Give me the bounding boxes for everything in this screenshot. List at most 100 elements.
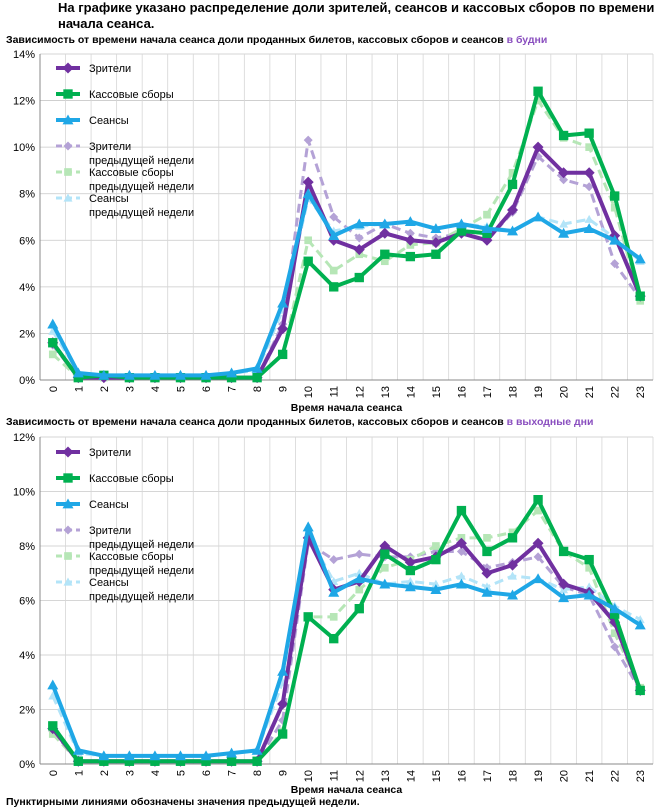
weekend-box_office-point — [610, 609, 620, 619]
weekend-legend-marker-sessions — [62, 498, 74, 509]
weekend-sessions_prev-point — [508, 571, 518, 580]
weekday-sessions-point — [430, 223, 442, 234]
weekend-legend-label-line: Кассовые сборы — [89, 551, 174, 563]
weekday-viewers_prev-point — [405, 228, 415, 238]
weekday-viewers_prev-point — [584, 182, 594, 192]
weekday-x-tick-label: 4 — [150, 386, 162, 392]
weekday-viewers-point — [302, 176, 314, 188]
weekday-box_office_prev-point — [508, 168, 517, 177]
weekend-box_office-point — [507, 533, 518, 543]
weekday-sessions-point — [404, 216, 416, 227]
weekday-box_office-point — [226, 372, 237, 383]
weekday-box_office-point — [252, 372, 262, 383]
weekday-chart-title-prefix: Зависимость от времени начала сеанса дол… — [6, 34, 504, 46]
weekend-y-tick-label: 6% — [19, 596, 35, 608]
weekday-x-tick-label: 11 — [329, 386, 341, 397]
weekend-sessions-point — [455, 578, 467, 589]
weekend-x-tick-label: 14 — [405, 770, 417, 782]
weekday-x-tick-label: 13 — [380, 386, 392, 398]
weekend-sessions-point — [609, 603, 621, 614]
weekday-sessions-point — [609, 234, 621, 245]
weekday-sessions-point — [277, 297, 289, 308]
weekday-box_office-point — [507, 179, 518, 190]
weekday-x-tick-label: 20 — [559, 386, 571, 398]
weekday-x-tick-label: 3 — [124, 386, 136, 392]
weekday-sessions-point — [507, 225, 519, 236]
weekend-sessions-point — [98, 750, 110, 761]
weekday-viewers-point — [430, 237, 442, 249]
weekday-x-tick-label: 8 — [252, 386, 264, 392]
weekday-legend: Зрители Кассовые сборы Сеансы Зрители предыд… — [56, 62, 194, 219]
weekday-viewers_prev-point — [354, 233, 364, 243]
weekend-sessions-point — [379, 578, 391, 589]
weekend-sessions_prev-point — [48, 691, 58, 700]
weekend-sessions-point — [404, 581, 416, 592]
weekday-legend-label-sessions_prev: Сеансы предыдущей недели — [89, 193, 194, 219]
weekday-chart-title-accent: в будни — [506, 34, 548, 46]
weekday-viewers-point — [277, 323, 289, 335]
weekday-sessions_prev-point — [559, 219, 569, 228]
weekday-y-tick-label: 12% — [13, 96, 35, 108]
weekend-sessions_prev-point — [584, 582, 594, 591]
weekday-x-tick-label: 23 — [635, 386, 647, 398]
weekday-box_office-point — [73, 372, 83, 383]
weekday-x-tick-label: 17 — [482, 386, 494, 398]
weekend-sessions_prev-point — [405, 576, 415, 586]
weekday-box_office-point — [354, 272, 364, 283]
weekday-legend-label-sessions: Сеансы — [89, 115, 129, 127]
weekday-box_office-point — [405, 251, 416, 262]
weekday-legend-marker-viewers_prev — [63, 141, 73, 151]
weekday-sessions-point — [302, 188, 314, 199]
weekend-viewers-point — [507, 559, 519, 571]
weekend-x-tick-label: 19 — [533, 770, 545, 782]
weekday-sessions-point — [174, 369, 186, 380]
weekend-box_office-point — [124, 756, 135, 766]
weekend-sessions-point — [558, 592, 570, 603]
weekday-sessions-point — [149, 369, 161, 380]
weekend-box_office_prev-line — [51, 509, 642, 763]
weekday-sessions_prev-point — [584, 214, 594, 223]
weekend-viewers_prev-point — [329, 555, 339, 565]
weekend-x-tick-label: 18 — [508, 770, 520, 782]
weekend-box_office_prev-point — [585, 563, 593, 572]
weekday-box_office_prev-point — [380, 257, 389, 266]
weekend-sessions-point — [328, 586, 340, 597]
weekend-viewers-point — [379, 540, 391, 552]
weekend-x-tick-label: 16 — [456, 770, 468, 782]
weekday-legend-marker-box_office — [63, 89, 73, 99]
weekend-y-tick-label: 0% — [19, 759, 35, 771]
weekday-legend-label-line: Кассовые сборы — [89, 167, 174, 179]
weekday-sessions-point — [251, 362, 263, 373]
weekday-sessions-point — [583, 223, 595, 234]
weekend-legend: Зрители Кассовые сборы Сеансы Зрители предыд… — [56, 446, 194, 603]
weekend-sessions-point — [353, 573, 365, 584]
weekend-viewers_prev-point — [533, 552, 543, 562]
weekend-x-tick-label: 8 — [252, 770, 264, 776]
weekend-box_office-point — [558, 546, 569, 557]
weekend-gridlines — [39, 436, 654, 765]
weekend-legend-label-line: Зрители — [89, 525, 131, 537]
weekday-box_office-point — [635, 291, 645, 301]
weekend-sessions-point — [72, 744, 84, 755]
weekday-x-tick-label: 9 — [278, 386, 290, 392]
weekend-sessions-point — [174, 750, 186, 761]
weekday-viewers_prev-point — [303, 135, 313, 145]
weekend-legend-label-sessions_prev: Сеансы предыдущей недели — [89, 577, 194, 603]
weekday-x-tick-label: 2 — [99, 386, 111, 392]
weekday-box_office-point — [329, 282, 339, 292]
weekend-y-tick-label: 8% — [19, 541, 35, 553]
weekday-x-tick-label: 12 — [354, 386, 366, 398]
weekday-sessions-point — [481, 223, 493, 234]
weekend-legend-label-viewers: Зрители — [89, 447, 131, 459]
weekend-legend-marker-box_office — [63, 473, 73, 483]
weekend-viewers-point — [532, 537, 544, 549]
weekend-box_office_prev-point — [534, 506, 542, 515]
weekend-sessions-point — [226, 747, 238, 758]
weekday-viewers-point — [353, 244, 365, 256]
weekday-viewers-point — [558, 167, 570, 179]
weekend-x-tick-label: 20 — [559, 770, 571, 782]
weekend-sessions-point — [149, 750, 161, 761]
weekday-box_office-point — [533, 86, 543, 96]
weekday-legend-label-line: Зрители — [89, 141, 131, 153]
weekday-x-tick-label: 18 — [508, 386, 520, 398]
